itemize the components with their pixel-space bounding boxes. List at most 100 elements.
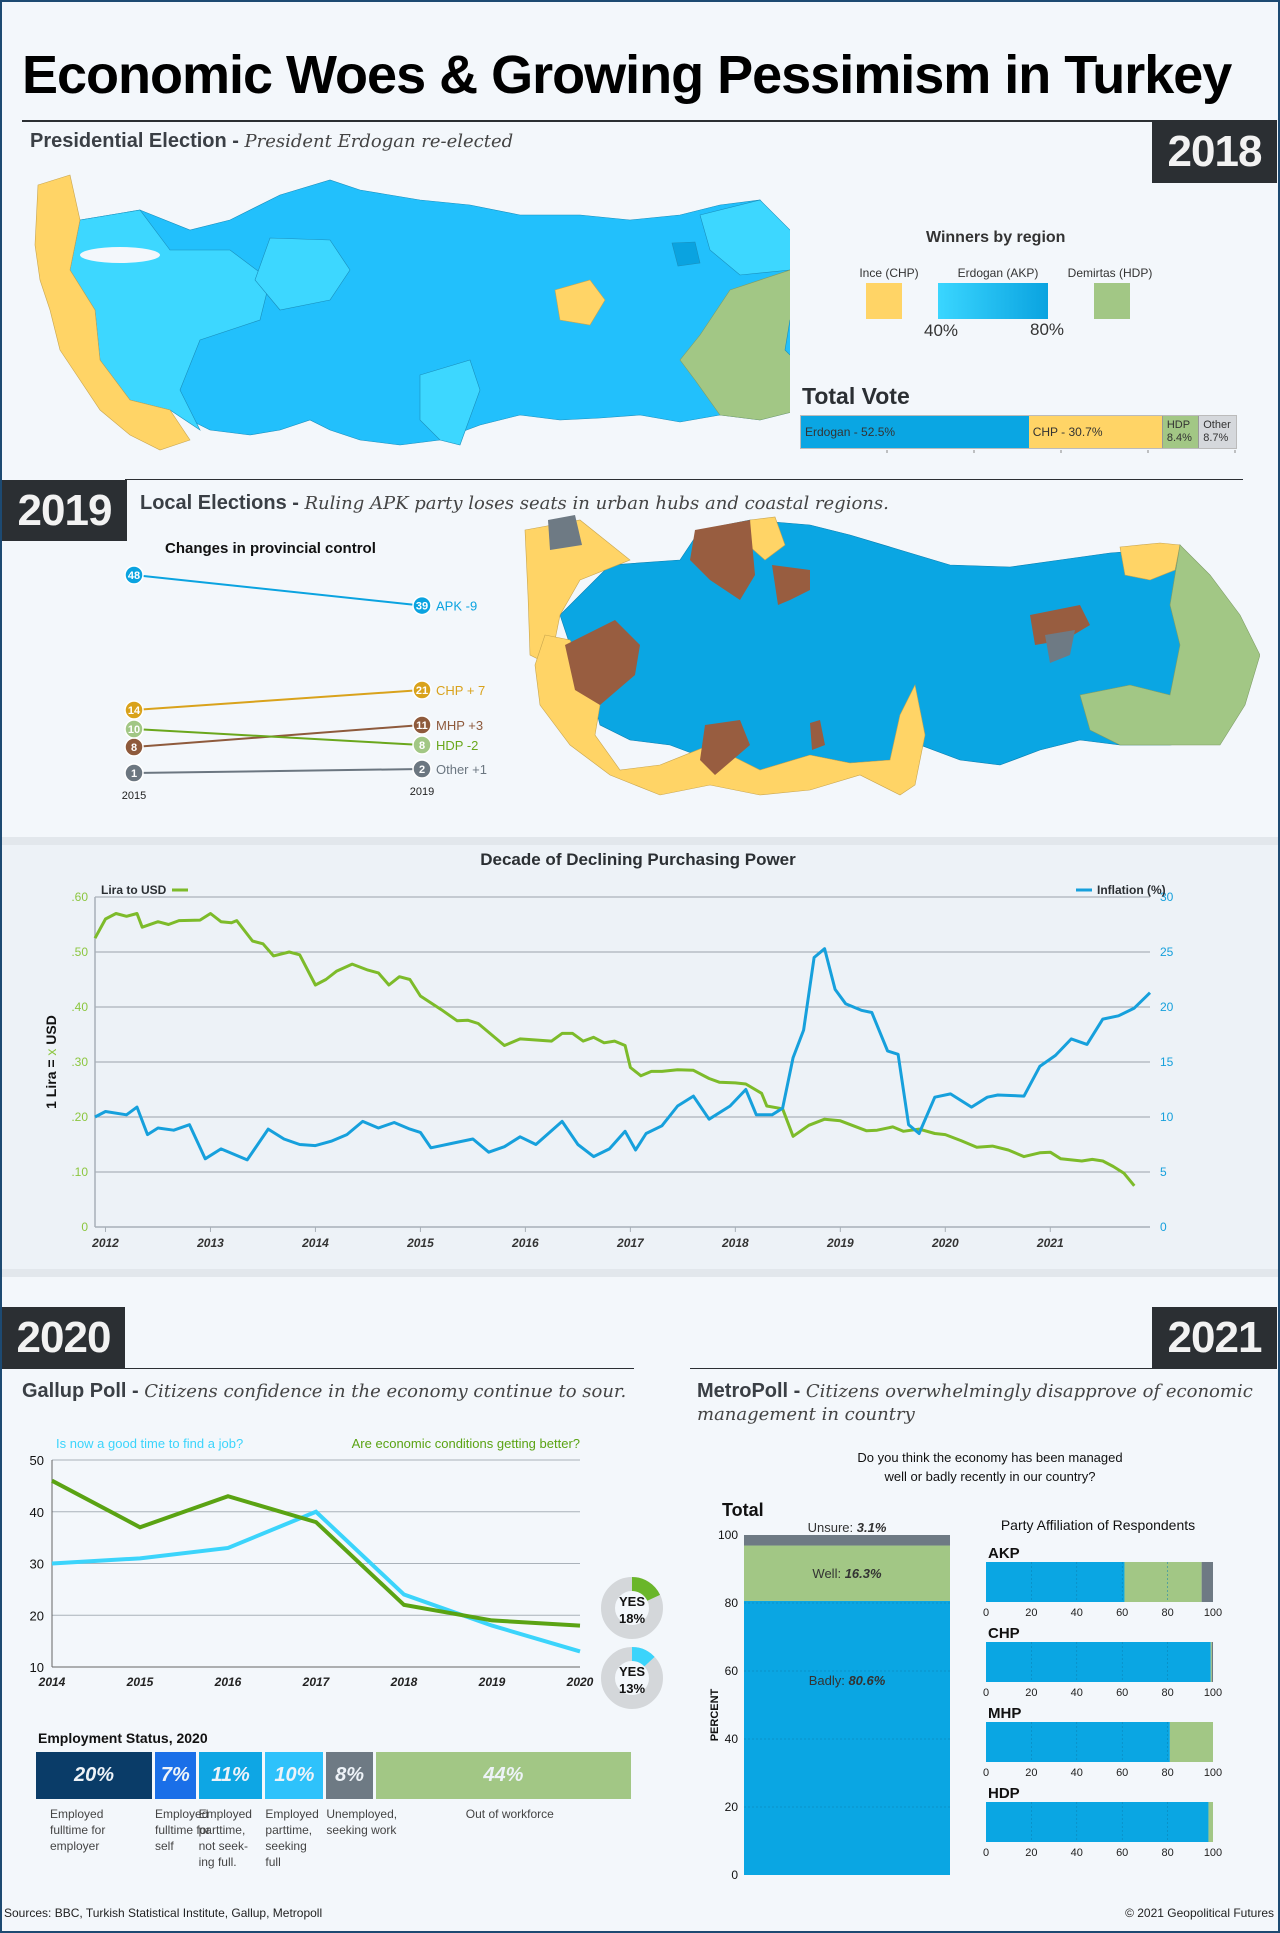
heading-text: Local Elections [140, 492, 287, 514]
section-heading-2019: Local Elections - Ruling APK party loses… [140, 492, 889, 514]
slope-point-other [412, 759, 432, 779]
purchasing-power-chart: Decade of Declining Purchasing Power 0 .10… [43, 850, 1174, 1250]
employment-category-label: Employed parttime, seeking full [265, 1807, 319, 1869]
map-region-mhp-north2 [772, 565, 810, 605]
map-region-other-thrace [548, 515, 582, 550]
x-tick-label: 0 [983, 1607, 989, 1619]
x-tick-label: 60 [1116, 1687, 1128, 1699]
slope-value-label: 11 [416, 720, 428, 732]
series-line-job [51, 1509, 581, 1654]
total-vote-ticks [886, 450, 1236, 453]
total-vote-title: Total Vote [802, 383, 910, 409]
x-tick-label: 100 [1204, 1607, 1222, 1619]
total-vote-segment: Erdogan - 52.5% [801, 416, 1029, 448]
x-tick-label: 0 [983, 1847, 989, 1859]
series-line-inflation [94, 947, 1152, 1162]
y-tick-label: 40 [30, 1505, 44, 1520]
divider-2020 [2, 1368, 634, 1369]
x-tick-label: 60 [1116, 1847, 1128, 1859]
x-tick-label: 60 [1116, 1607, 1128, 1619]
x-tick-label: 2014 [38, 1675, 66, 1689]
y-tick-label: 0 [731, 1868, 738, 1882]
y-tick-label: 100 [718, 1528, 738, 1542]
employment-category-label: Employed parttime, not seek-ing full. [198, 1807, 252, 1869]
x-tick-label: 100 [1204, 1687, 1222, 1699]
slope-change-label: MHP +3 [436, 718, 483, 733]
metropoll-total-chart: 0 20 40 60 80 100 PERCENT Unsure: 3.1% Well: 16.… [709, 1520, 950, 1882]
x-tick-label: 80 [1161, 1767, 1173, 1779]
gallup-chart: 10 20 30 40 50 2014 2015 2016 2017 2018 2019 2020 Is… [30, 1436, 663, 1709]
x-tick-label: 100 [1204, 1847, 1222, 1859]
slope-value-label: 1 [131, 768, 137, 780]
slope-chart-title: Changes in provincial control [165, 540, 376, 557]
map-2019 [524, 515, 1260, 796]
party-label-hdp: HDP [988, 1785, 1020, 1802]
y-right-tick: 10 [1160, 1110, 1174, 1124]
party-label-chp: CHP [988, 1625, 1020, 1642]
slope-point-chp [124, 700, 144, 720]
map-region-akp-dark [671, 241, 701, 267]
employment-segment: 10% [265, 1752, 324, 1799]
slope-point-chp [412, 680, 432, 700]
slope-point-apk [124, 565, 144, 585]
legend-min-label: 40% [924, 321, 959, 340]
party-bar-well [1124, 1562, 1202, 1602]
employment-title: Employment Status, 2020 [38, 1730, 208, 1746]
y-tick-label: 20 [725, 1800, 739, 1814]
slope-x-label: 2019 [410, 786, 434, 798]
x-tick-label: 20 [1025, 1687, 1037, 1699]
slope-point-mhp [412, 715, 432, 735]
party-bar-unsure [1201, 1562, 1213, 1602]
y-tick-label: 10 [30, 1660, 44, 1675]
chart-band [2, 837, 1278, 1277]
x-tick-label: 20 [1025, 1847, 1037, 1859]
y-tick-label: 40 [725, 1732, 739, 1746]
subheading-text: Citizens confidence in the economy conti… [144, 1381, 627, 1402]
map-region-chp-northeast [1119, 542, 1181, 581]
slope-value-label: 8 [131, 742, 137, 754]
x-tick-label: 2016 [214, 1675, 242, 1689]
y-axis-label: PERCENT [709, 1688, 721, 1741]
map-region-chp-east [554, 279, 606, 326]
slope-point-apk [412, 595, 432, 616]
metropoll-party-chart: AKP 0 20 40 60 80 100 CHP 0 20 40 60 80 100 MHP 0 20 40 60… [983, 1545, 1222, 1859]
y-left-tick: 0 [81, 1220, 88, 1234]
legend-swatch-hdp [1094, 283, 1130, 319]
y-left-axis-label: 1 Lira = x USD [43, 1015, 59, 1109]
y-right-tick: 0 [1160, 1220, 1167, 1234]
map-region-akp-light-east [699, 199, 790, 276]
legend-label-akp: Erdogan (AKP) [957, 266, 1039, 280]
legend-swatch-akp-gradient [938, 283, 1048, 319]
slope-change-label: Other +1 [436, 762, 487, 777]
employment-segment: 11% [198, 1752, 263, 1799]
copyright: © 2021 Geopolitical Futures [1125, 1906, 1274, 1920]
segment-label-badly: Badly: 80.6% [809, 1673, 886, 1688]
y-right-tick: 25 [1160, 945, 1174, 959]
x-tick-label: 2017 [302, 1675, 331, 1689]
x-tick-label: 2013 [196, 1236, 224, 1250]
sources-note: Sources: BBC, Turkish Statistical Instit… [4, 1906, 323, 1920]
slope-value-label: 8 [419, 740, 425, 752]
year-badge-2018: 2018 [1152, 121, 1277, 183]
employment-category-label: Out of workforce [465, 1807, 554, 1821]
y-left-tick: .50 [71, 945, 88, 959]
party-label-akp: AKP [988, 1545, 1020, 1562]
legend-label-hdp: Demirtas (HDP) [1067, 266, 1153, 280]
x-tick-label: 60 [1116, 1767, 1128, 1779]
chart-title: Decade of Declining Purchasing Power [480, 850, 796, 869]
employment-category-label: Unemployed, seeking work [326, 1807, 398, 1837]
x-tick-label: 2014 [301, 1236, 329, 1250]
segment-label-unsure: Unsure: 3.1% [808, 1520, 887, 1535]
slope-line-hdp [133, 728, 423, 746]
x-tick-label: 2020 [931, 1236, 959, 1250]
x-tick-label: 2015 [406, 1236, 434, 1250]
slope-value-label: 48 [128, 570, 140, 582]
slope-point-hdp [412, 735, 432, 755]
y-tick-label: 60 [725, 1664, 739, 1678]
map-region-chp-west [34, 174, 191, 451]
x-tick-label: 2018 [721, 1236, 749, 1250]
series-line-lira-usd [93, 912, 1136, 1187]
donut-label: YES [619, 1594, 645, 1609]
x-tick-label: 40 [1071, 1767, 1083, 1779]
